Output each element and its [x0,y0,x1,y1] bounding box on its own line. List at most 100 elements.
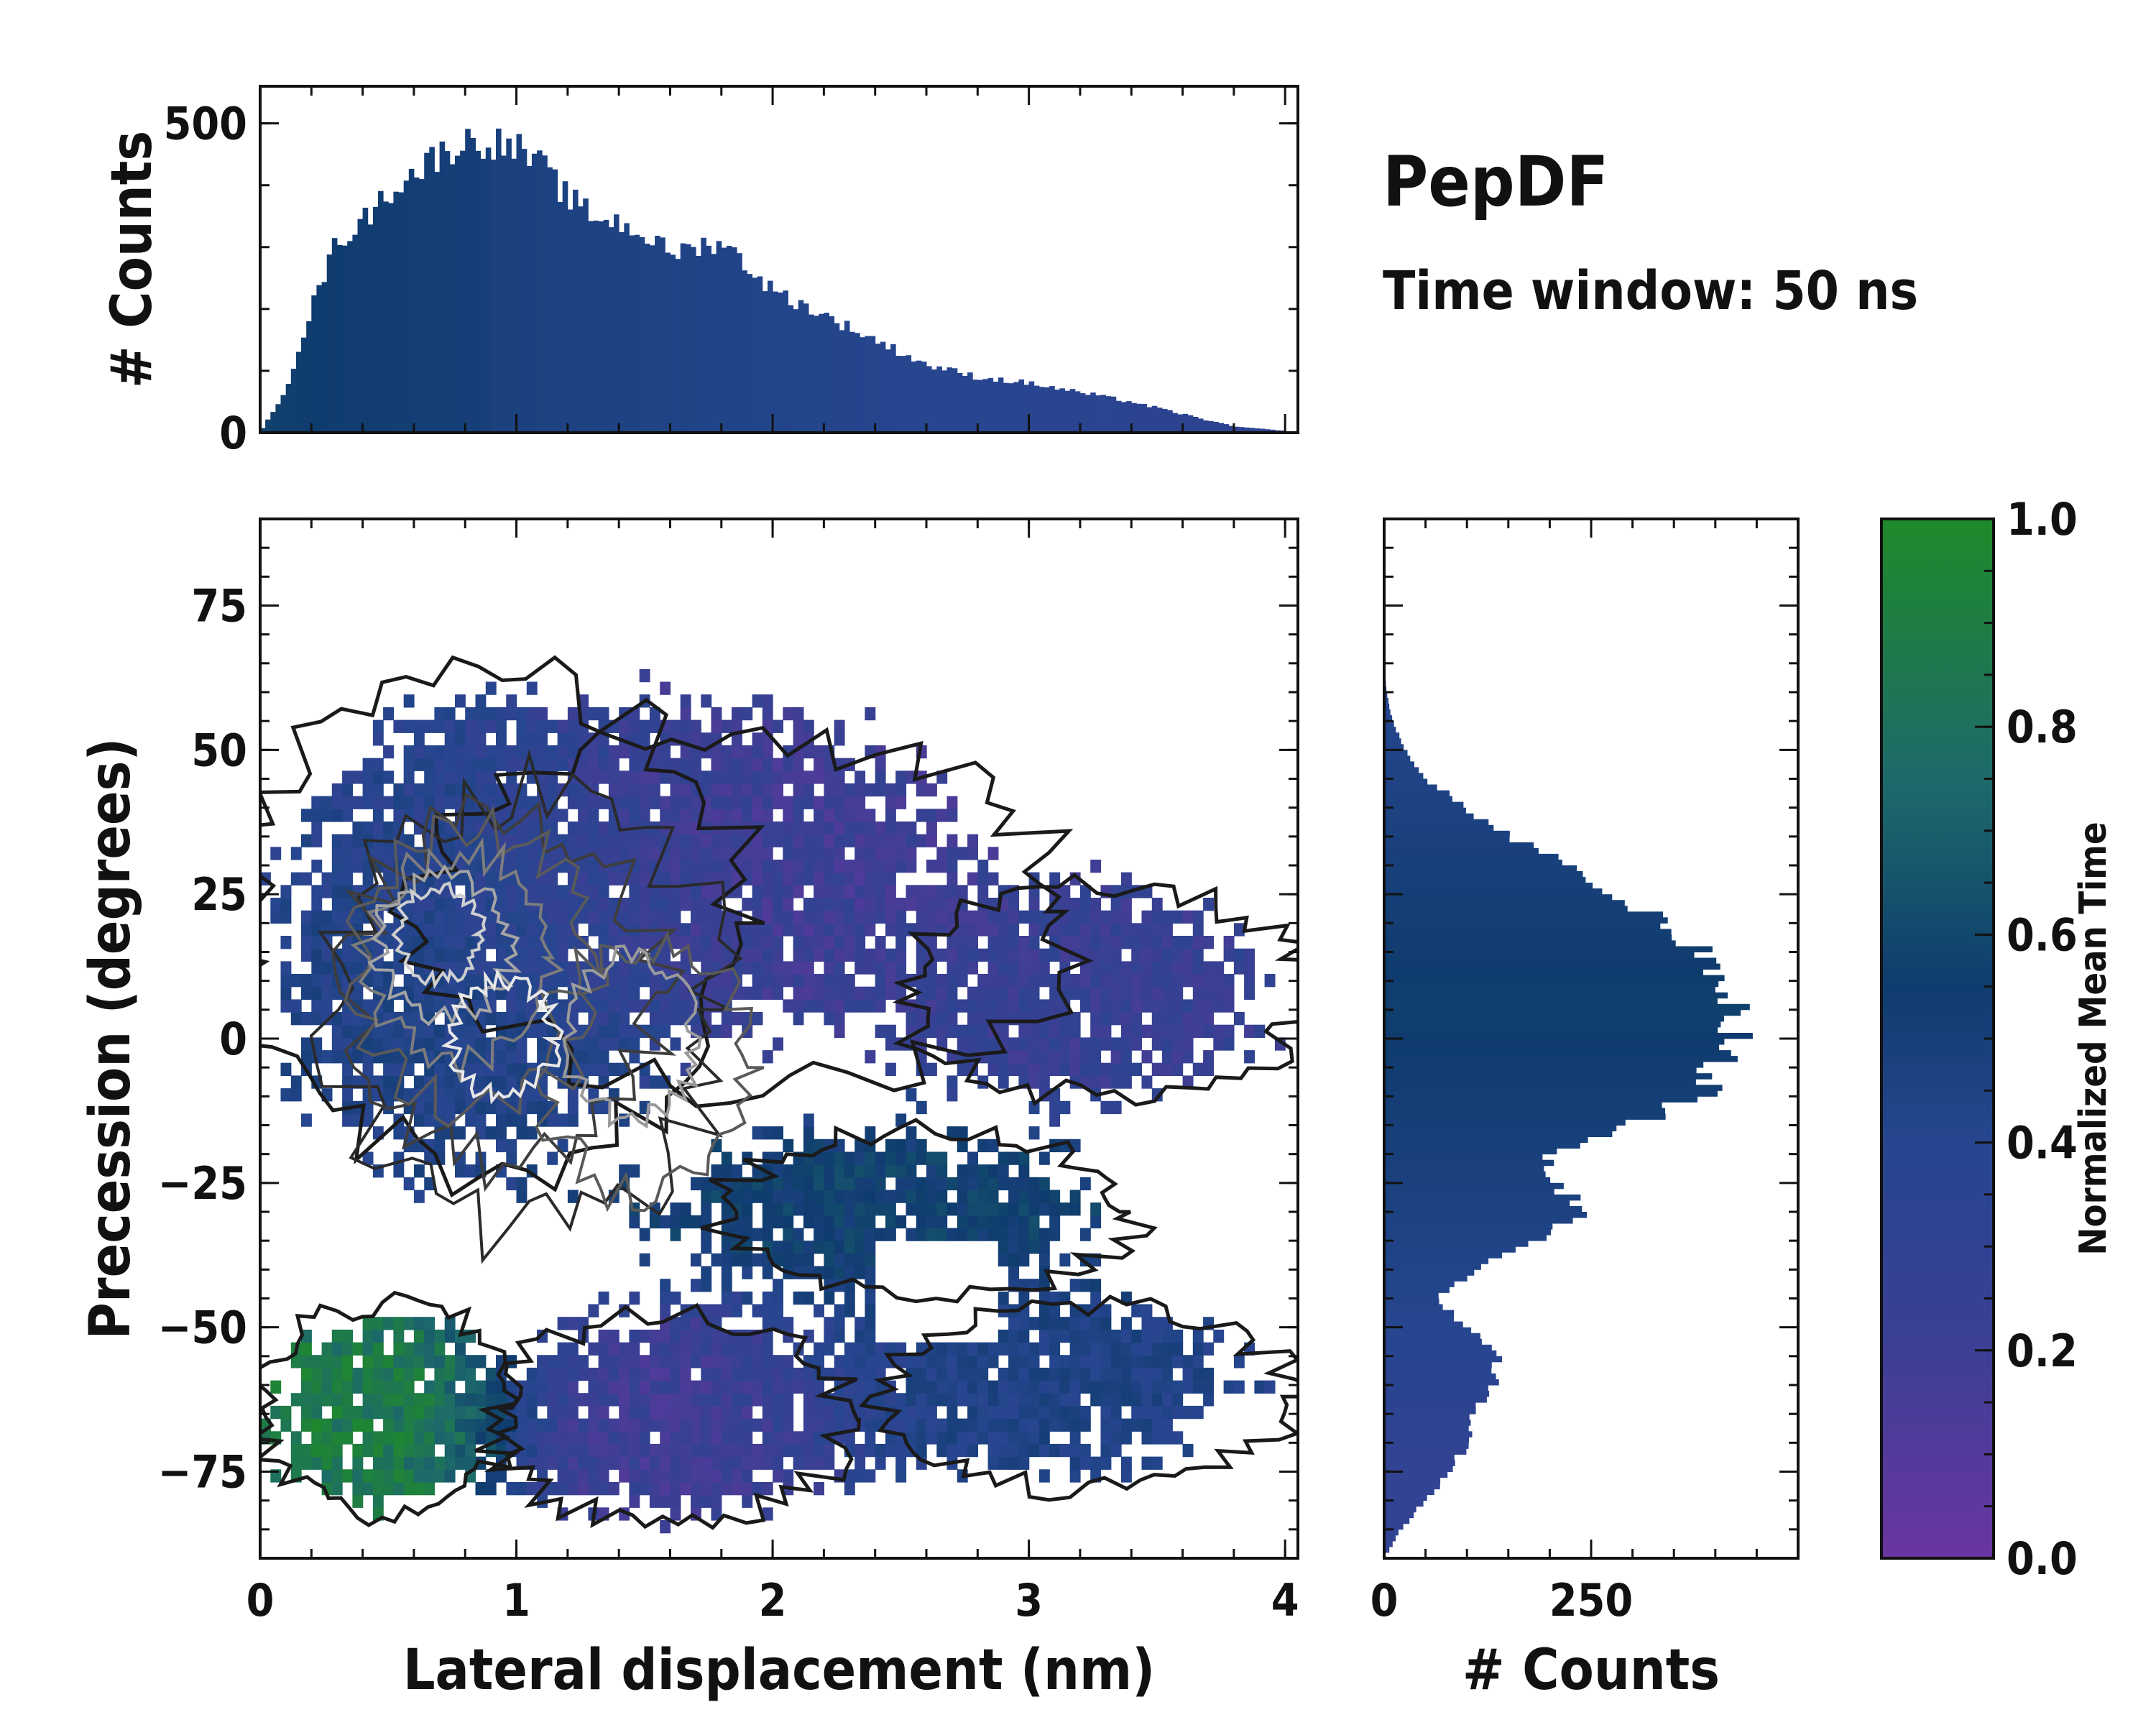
heatmap-cell [485,758,497,771]
heatmap-cell [1090,1075,1102,1089]
heatmap-cell [331,1367,343,1381]
heatmap-cell [946,1228,958,1241]
heatmap-cell [311,910,323,924]
heatmap-cell [311,898,323,911]
heatmap-cell [496,732,507,746]
top-histogram-bar [598,221,604,433]
heatmap-cell [403,1317,415,1330]
heatmap-cell [732,1253,742,1267]
heatmap-cell [987,1393,999,1407]
heatmap-cell [567,707,579,721]
heatmap-cell [455,1443,466,1458]
heatmap-cell [1008,1202,1019,1216]
heatmap-cell [455,1456,466,1470]
heatmap-cell [1131,1367,1143,1381]
heatmap-cell [814,1431,824,1445]
heatmap-cell [1008,1418,1019,1432]
heatmap-cell [1141,1050,1153,1064]
heatmap-cell [331,1443,343,1458]
top-histogram-bar [1136,403,1142,433]
heatmap-cell [977,1024,989,1038]
heatmap-cell [977,1405,989,1420]
heatmap-cell [1213,1024,1225,1038]
heatmap-cell [906,1138,917,1153]
heatmap-cell [824,1456,835,1470]
heatmap-cell [588,910,599,924]
heatmap-cell [752,885,763,898]
heatmap-cell [649,1443,660,1458]
heatmap-cell [547,1393,558,1407]
heatmap-cell [311,885,323,898]
heatmap-cell [967,872,978,886]
heatmap-cell [526,707,538,721]
heatmap-cell [701,961,712,975]
heatmap-cell [916,1100,927,1115]
top-histogram-bar [434,172,440,433]
top-histogram-bar [649,245,655,433]
heatmap-cell [977,860,989,873]
heatmap-cell [1079,1456,1091,1470]
heatmap-cell [465,974,476,988]
right-histogram-bar [1384,1448,1467,1455]
heatmap-cell [895,1113,907,1127]
heatmap-cell [383,1418,394,1432]
heatmap-cell [773,719,783,733]
heatmap-cell [629,961,640,975]
heatmap-cell [1059,898,1071,911]
heatmap-cell [1079,1367,1091,1381]
heatmap-cell [793,961,804,975]
heatmap-cell [701,783,712,797]
heatmap-cell [331,783,343,797]
heatmap-cell [578,860,589,873]
right-histogram-bar [1384,1356,1503,1363]
heatmap-cell [290,847,302,860]
heatmap-cell [957,1443,968,1458]
heatmap-cell [957,910,968,924]
heatmap-cell [732,745,742,759]
heatmap-cell [455,910,466,924]
heatmap-cell [814,1304,824,1317]
heatmap-cell [844,1482,855,1496]
heatmap-cell [372,1494,384,1508]
heatmap-cell [383,1431,394,1445]
heatmap-cell [1141,1075,1153,1089]
heatmap-cell [465,1393,476,1407]
heatmap-cell [793,1431,804,1445]
heatmap-cell [1162,1024,1173,1038]
heatmap-cell [506,910,517,924]
top-histogram-bar [1038,387,1045,433]
heatmap-cell [1141,1456,1153,1470]
heatmap-cell [475,1062,487,1076]
heatmap-cell [290,1431,302,1445]
heatmap-cell [413,1431,425,1445]
heatmap-cell [711,707,722,721]
heatmap-cell [732,1469,742,1483]
heatmap-cell [926,898,937,911]
top-histogram-bar [1192,417,1199,433]
heatmap-cell [957,1355,968,1368]
heatmap-cell [567,783,579,797]
heatmap-cell [485,1469,497,1483]
heatmap-cell [977,986,989,1000]
right-histogram-bar [1384,1379,1499,1386]
heatmap-cell [331,872,343,886]
heatmap-cell [619,796,630,809]
heatmap-cell [967,1443,978,1458]
heatmap-cell [773,1469,783,1483]
heatmap-cell [1069,1418,1081,1432]
heatmap-cell [793,948,804,962]
heatmap-cell [1203,1367,1214,1381]
top-histogram-bar [506,138,512,433]
y-tick-label: 75 [191,580,247,632]
heatmap-cell [957,1431,968,1445]
heatmap-cell [865,1253,876,1267]
heatmap-cell [342,1469,353,1483]
heatmap-cell [814,1177,824,1191]
heatmap-cell [547,1113,558,1127]
heatmap-cell [885,872,896,886]
heatmap-cell [752,1380,763,1394]
heatmap-cell [598,821,609,835]
heatmap-cell [455,1024,466,1038]
heatmap-cell [362,1431,374,1445]
heatmap-cell [814,910,824,924]
